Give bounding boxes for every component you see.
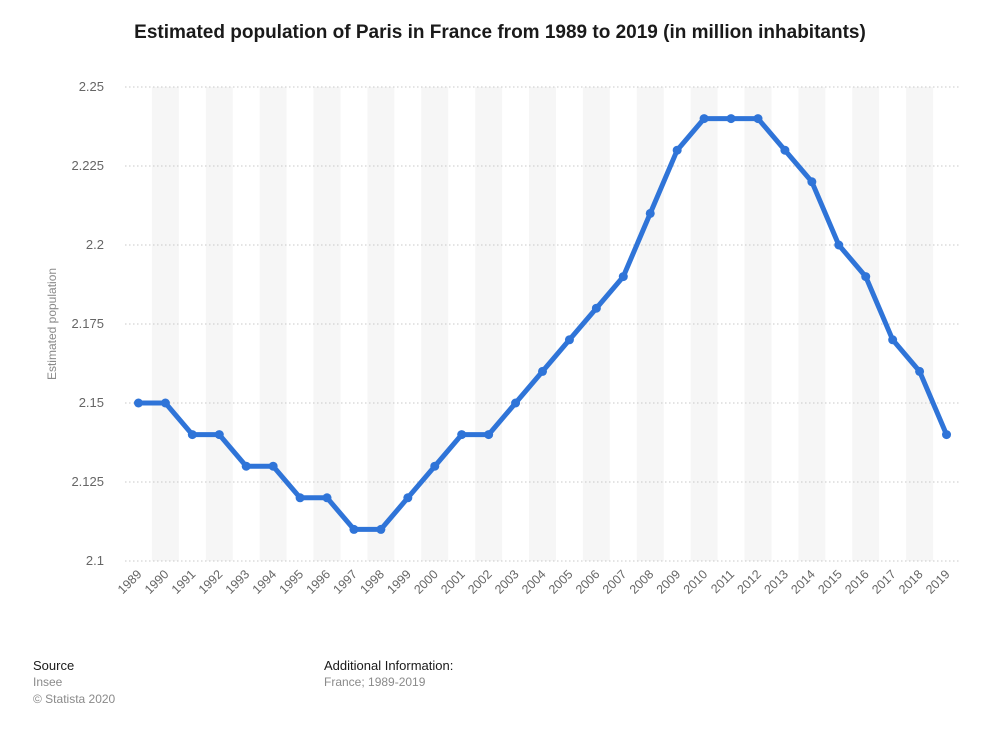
data-point xyxy=(538,366,547,376)
y-tick-label: 2.175 xyxy=(71,316,104,331)
x-tick-label: 2004 xyxy=(519,567,549,597)
source-name: Insee xyxy=(33,675,63,689)
y-tick-label: 2.15 xyxy=(79,395,104,410)
column-band xyxy=(798,87,826,561)
x-tick-label: 1999 xyxy=(384,567,414,597)
x-tick-label: 1995 xyxy=(277,567,307,597)
x-tick-label: 2016 xyxy=(842,567,872,597)
data-point xyxy=(187,430,197,440)
chart-title: Estimated population of Paris in France … xyxy=(134,22,866,43)
data-point xyxy=(888,335,898,345)
x-tick-label: 2008 xyxy=(627,567,657,597)
x-tick-labels: 1989199019911992199319941995199619971998… xyxy=(115,567,953,597)
data-point xyxy=(591,303,601,313)
data-point xyxy=(834,240,844,250)
x-tick-label: 2002 xyxy=(465,567,495,597)
x-tick-label: 2014 xyxy=(788,567,818,597)
data-point xyxy=(376,524,386,534)
y-tick-label: 2.2 xyxy=(86,237,104,252)
data-point xyxy=(241,461,251,471)
data-point xyxy=(511,398,521,408)
x-tick-label: 2010 xyxy=(681,567,711,597)
x-tick-label: 2006 xyxy=(573,567,603,597)
x-tick-label: 2019 xyxy=(923,567,953,597)
source-heading: Source xyxy=(33,658,75,673)
x-tick-label: 2017 xyxy=(869,567,899,597)
x-tick-label: 2018 xyxy=(896,567,926,597)
data-point xyxy=(484,430,494,440)
data-point xyxy=(618,272,628,282)
x-tick-label: 1992 xyxy=(196,567,226,597)
data-point xyxy=(430,461,440,471)
x-tick-label: 1998 xyxy=(357,567,387,597)
x-tick-label: 1989 xyxy=(115,567,145,597)
data-point xyxy=(133,398,143,408)
data-point xyxy=(915,366,925,376)
data-point xyxy=(457,430,467,440)
data-point xyxy=(726,114,736,124)
x-tick-label: 2013 xyxy=(761,567,791,597)
data-points xyxy=(133,114,952,534)
y-tick-label: 2.225 xyxy=(71,158,104,173)
data-point xyxy=(807,177,817,187)
x-tick-label: 2007 xyxy=(600,567,630,597)
x-tick-label: 1996 xyxy=(304,567,334,597)
data-point xyxy=(322,493,332,503)
x-tick-label: 1994 xyxy=(250,567,280,597)
x-tick-label: 2012 xyxy=(735,567,765,597)
info-text: France; 1989-2019 xyxy=(324,675,426,689)
data-point xyxy=(699,114,709,124)
data-point xyxy=(403,493,413,503)
data-point xyxy=(214,430,224,440)
x-tick-label: 1997 xyxy=(331,567,361,597)
y-tick-label: 2.1 xyxy=(86,553,104,568)
data-point xyxy=(780,145,790,155)
x-tick-label: 2009 xyxy=(654,567,684,597)
copyright: © Statista 2020 xyxy=(33,692,116,706)
column-band xyxy=(906,87,934,561)
x-tick-label: 2011 xyxy=(708,567,737,596)
x-tick-label: 1991 xyxy=(169,567,199,597)
x-tick-label: 2003 xyxy=(492,567,522,597)
x-tick-label: 2001 xyxy=(438,567,468,597)
gridlines xyxy=(125,86,960,562)
data-point xyxy=(160,398,170,408)
additional-info-block: Additional Information: France; 1989-201… xyxy=(324,657,453,691)
x-tick-label: 1990 xyxy=(142,567,172,597)
source-block: Source Insee © Statista 2020 xyxy=(33,657,115,708)
info-heading: Additional Information: xyxy=(324,658,454,673)
data-point xyxy=(268,461,278,471)
data-point xyxy=(295,493,305,503)
data-point xyxy=(349,524,359,534)
data-point xyxy=(645,208,655,218)
data-point xyxy=(672,145,682,155)
x-tick-label: 1993 xyxy=(223,567,253,597)
y-axis-label: Estimated population xyxy=(45,268,59,380)
data-point xyxy=(861,272,871,282)
x-tick-label: 2000 xyxy=(411,567,441,597)
y-tick-labels: 2.1 2.125 2.15 2.175 2.2 2.225 2.25 xyxy=(71,79,104,568)
y-tick-label: 2.25 xyxy=(79,79,104,94)
data-point xyxy=(753,114,763,124)
y-tick-label: 2.125 xyxy=(71,474,104,489)
data-point xyxy=(942,430,952,440)
data-point xyxy=(564,335,574,345)
x-tick-label: 2015 xyxy=(815,567,845,597)
x-tick-label: 2005 xyxy=(546,567,576,597)
